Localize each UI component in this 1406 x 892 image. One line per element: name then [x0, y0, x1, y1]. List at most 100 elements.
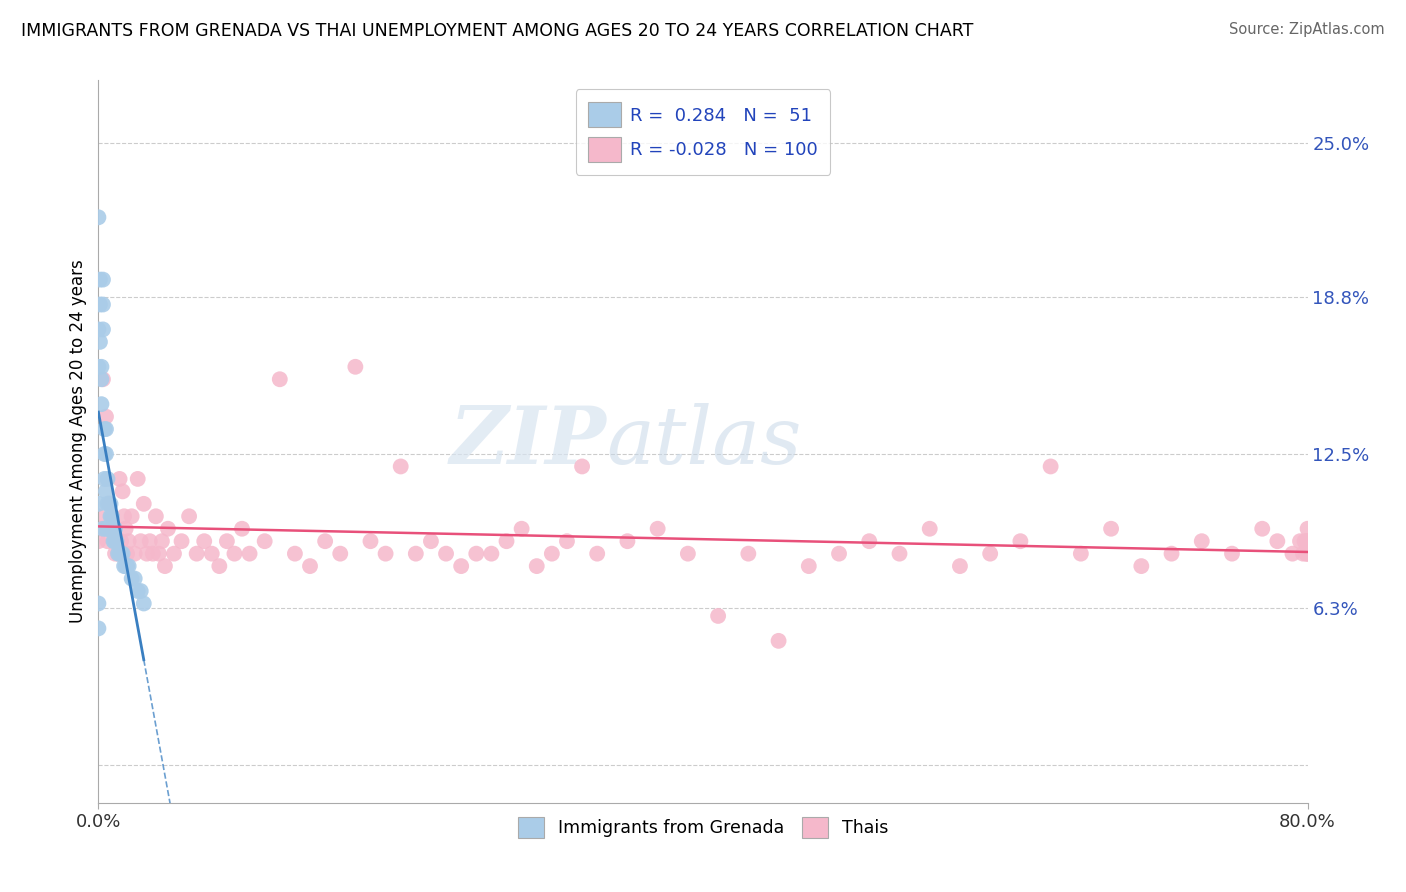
Y-axis label: Unemployment Among Ages 20 to 24 years: Unemployment Among Ages 20 to 24 years: [69, 260, 87, 624]
Point: [208, 559, 231, 574]
Point: [1039, 459, 1062, 474]
Point: [100, 522, 122, 536]
Point: [949, 559, 972, 574]
Point: [329, 547, 352, 561]
Point: [1296, 534, 1319, 549]
Point: [90, 397, 112, 411]
Point: [87, 211, 110, 225]
Point: [828, 547, 851, 561]
Point: [647, 522, 669, 536]
Point: [253, 534, 276, 549]
Point: [797, 559, 820, 574]
Point: [104, 547, 127, 561]
Point: [101, 509, 124, 524]
Point: [93, 472, 115, 486]
Point: [1267, 534, 1289, 549]
Point: [89, 297, 111, 311]
Point: [96, 534, 118, 549]
Point: [94, 447, 117, 461]
Point: [114, 559, 136, 574]
Point: [269, 372, 291, 386]
Point: [105, 534, 128, 549]
Point: [115, 559, 138, 574]
Point: [121, 509, 143, 524]
Point: [124, 572, 146, 586]
Point: [96, 472, 118, 486]
Point: [1296, 547, 1319, 561]
Point: [299, 559, 322, 574]
Point: [89, 334, 111, 349]
Point: [115, 547, 138, 561]
Point: [571, 459, 593, 474]
Point: [918, 522, 941, 536]
Point: [108, 547, 131, 561]
Point: [90, 372, 112, 386]
Point: [1281, 547, 1303, 561]
Point: [389, 459, 412, 474]
Point: [1292, 547, 1315, 561]
Point: [107, 547, 129, 561]
Point: [224, 547, 246, 561]
Point: [100, 497, 122, 511]
Point: [1289, 534, 1312, 549]
Point: [495, 534, 517, 549]
Point: [215, 534, 238, 549]
Point: [132, 497, 155, 511]
Point: [481, 547, 503, 561]
Point: [107, 547, 129, 561]
Point: [1160, 547, 1182, 561]
Point: [676, 547, 699, 561]
Point: [93, 447, 115, 461]
Point: [1296, 522, 1319, 536]
Text: Source: ZipAtlas.com: Source: ZipAtlas.com: [1229, 22, 1385, 37]
Point: [374, 547, 396, 561]
Point: [127, 584, 149, 599]
Point: [87, 359, 110, 374]
Point: [124, 547, 146, 561]
Point: [405, 547, 427, 561]
Point: [108, 472, 131, 486]
Point: [87, 322, 110, 336]
Point: [135, 547, 157, 561]
Point: [163, 547, 186, 561]
Point: [103, 522, 125, 536]
Point: [1296, 547, 1319, 561]
Point: [768, 633, 790, 648]
Point: [616, 534, 638, 549]
Point: [91, 322, 114, 336]
Point: [179, 509, 201, 524]
Point: [129, 584, 152, 599]
Legend: Immigrants from Grenada, Thais: Immigrants from Grenada, Thais: [512, 810, 894, 845]
Point: [201, 547, 224, 561]
Point: [186, 547, 208, 561]
Point: [142, 547, 165, 561]
Point: [87, 621, 110, 635]
Point: [112, 509, 135, 524]
Point: [360, 534, 382, 549]
Point: [127, 472, 149, 486]
Point: [1220, 547, 1243, 561]
Point: [87, 497, 110, 511]
Point: [1296, 534, 1319, 549]
Point: [314, 534, 336, 549]
Point: [526, 559, 548, 574]
Point: [114, 522, 136, 536]
Point: [121, 572, 143, 586]
Point: [98, 497, 121, 511]
Point: [540, 547, 562, 561]
Point: [111, 484, 134, 499]
Point: [96, 522, 118, 536]
Point: [96, 497, 118, 511]
Point: [139, 534, 162, 549]
Point: [284, 547, 307, 561]
Point: [111, 547, 134, 561]
Point: [150, 534, 173, 549]
Point: [858, 534, 880, 549]
Point: [148, 547, 170, 561]
Point: [465, 547, 488, 561]
Point: [118, 534, 141, 549]
Point: [94, 422, 117, 436]
Point: [91, 297, 114, 311]
Point: [103, 522, 125, 536]
Point: [707, 609, 730, 624]
